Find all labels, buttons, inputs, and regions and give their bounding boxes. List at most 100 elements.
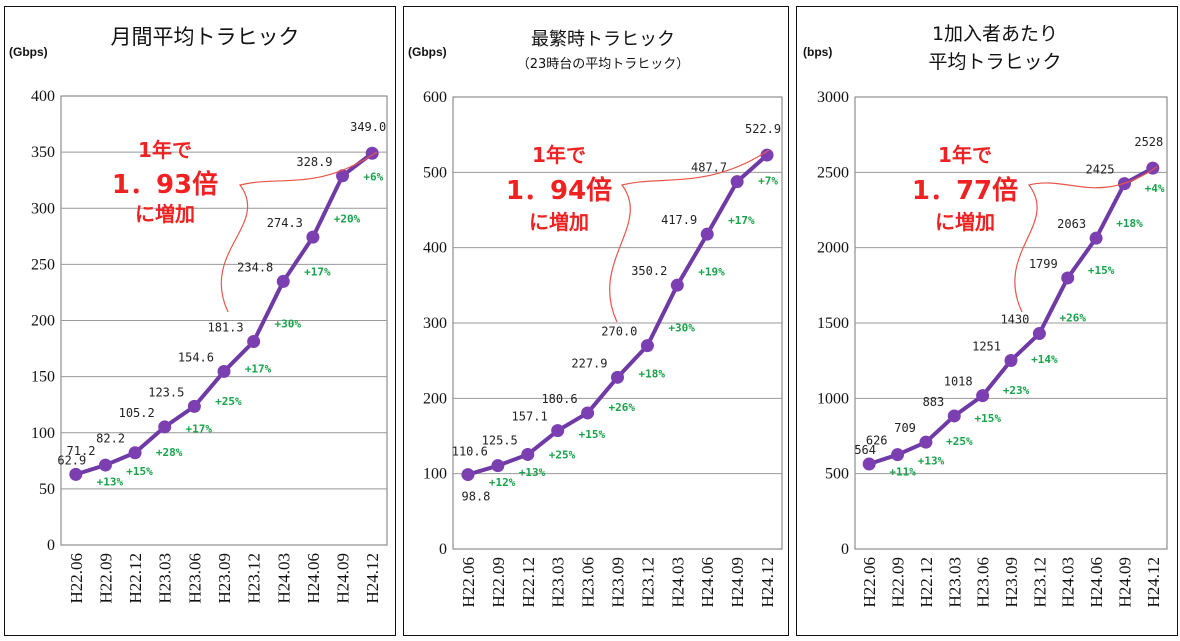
data-label: 349.0 <box>350 120 386 134</box>
growth-label: +15% <box>974 412 1001 425</box>
data-point <box>461 468 475 482</box>
x-tick-label: H24.09 <box>334 553 353 604</box>
growth-annotation: 1年で <box>938 143 992 167</box>
x-tick-label: H22.09 <box>489 557 508 608</box>
x-tick-label: H23.03 <box>945 557 964 608</box>
data-label: 487.7 <box>691 161 727 175</box>
y-tick-label: 0 <box>841 541 849 558</box>
growth-label: +25% <box>215 395 242 408</box>
y-tick-label: 300 <box>423 315 447 332</box>
data-point <box>919 435 933 449</box>
data-point <box>247 334 261 348</box>
growth-label: +14% <box>1031 353 1058 366</box>
growth-label: +25% <box>946 435 973 448</box>
growth-label: +12% <box>489 476 516 489</box>
growth-label: +17% <box>245 362 272 375</box>
data-label: 564 <box>854 443 876 457</box>
y-tick-label: 250 <box>31 256 55 273</box>
x-tick-label: H24.09 <box>1115 557 1134 608</box>
growth-label: +20% <box>334 212 361 225</box>
x-tick-label: H24.12 <box>1144 557 1163 608</box>
growth-annotation: 1年で <box>532 143 586 167</box>
data-point <box>521 447 535 461</box>
data-label: 1799 <box>1029 257 1058 271</box>
data-point <box>730 175 744 189</box>
x-tick-label: H24.06 <box>1087 557 1106 608</box>
y-tick-label: 350 <box>31 144 55 161</box>
growth-label: +18% <box>638 367 665 380</box>
data-label: 270.0 <box>601 325 637 339</box>
x-tick-label: H23.03 <box>549 557 568 608</box>
data-point <box>276 274 290 288</box>
y-tick-label: 500 <box>423 164 447 181</box>
data-label: 1251 <box>972 340 1001 354</box>
data-point <box>491 459 505 473</box>
data-point <box>700 227 714 241</box>
data-point <box>947 409 961 423</box>
x-tick-label: H22.06 <box>860 557 879 608</box>
data-label: 181.3 <box>208 320 244 334</box>
growth-label: +25% <box>549 449 576 462</box>
data-point <box>69 467 83 481</box>
growth-label: +23% <box>1003 384 1030 397</box>
growth-label: +11% <box>889 465 916 478</box>
growth-annotation: 1．77倍 <box>912 175 1018 206</box>
data-label: 350.2 <box>631 264 667 278</box>
data-label: 110.6 <box>452 445 488 459</box>
x-tick-label: H24.03 <box>274 553 293 604</box>
growth-label: +15% <box>1088 264 1115 277</box>
growth-label: +18% <box>1116 217 1143 230</box>
y-tick-label: 400 <box>423 240 447 257</box>
data-label: 154.6 <box>178 350 214 364</box>
data-point <box>306 230 320 244</box>
data-label: 417.9 <box>661 213 697 227</box>
x-tick-label: H22.06 <box>459 557 478 608</box>
data-label: 626 <box>866 434 888 448</box>
data-label: 71.2 <box>67 444 96 458</box>
annotation-bracket <box>220 151 378 313</box>
growth-annotation: 1年で <box>138 138 192 162</box>
series-line <box>75 151 374 477</box>
data-point <box>217 364 231 378</box>
y-tick-label: 1000 <box>817 390 849 407</box>
data-label: 2528 <box>1134 135 1163 149</box>
chart-plot: 0 50 100 150 200 250 300 350 400 H22.06 H22.09 H22.… <box>31 88 388 604</box>
monthly-average-traffic-chart: 月間平均トラヒック (Gbps) 0 50 100 150 200 250 300 350 40… <box>4 6 396 636</box>
x-tick-label: H22.12 <box>519 557 538 608</box>
y-tick-label: 2500 <box>817 164 849 181</box>
y-tick-label: 200 <box>31 313 55 330</box>
y-tick-label: 150 <box>31 369 55 386</box>
y-tick-label: 1500 <box>817 315 849 332</box>
data-label: 883 <box>923 395 945 409</box>
x-tick-label: H23.06 <box>974 557 993 608</box>
data-label: 62.9 <box>57 453 86 467</box>
data-point <box>1061 271 1075 285</box>
data-label: 234.8 <box>237 260 273 274</box>
y-tick-label: 50 <box>39 481 55 498</box>
x-tick-label: H23.12 <box>1030 557 1049 608</box>
x-tick-label: H23.03 <box>156 553 175 604</box>
y-tick-label: 100 <box>31 425 55 442</box>
chart-title: 最繁時トラヒック <box>531 29 675 50</box>
x-tick-label: H24.06 <box>698 557 717 608</box>
y-unit-label: (bps) <box>803 45 833 59</box>
data-point <box>1004 354 1018 368</box>
x-tick-label: H22.12 <box>917 557 936 608</box>
growth-label: +15% <box>126 465 153 478</box>
x-tick-label: H23.09 <box>215 553 234 604</box>
y-tick-label: 300 <box>31 200 55 217</box>
x-tick-label: H24.09 <box>728 557 747 608</box>
data-point <box>862 457 876 471</box>
data-label: 125.5 <box>482 433 518 447</box>
growth-annotation: 1．94倍 <box>506 175 612 206</box>
growth-label: +26% <box>609 401 636 414</box>
data-label: 709 <box>894 421 916 435</box>
y-unit-label: (Gbps) <box>9 45 48 59</box>
per-subscriber-traffic-chart: 1加入者あたり 平均トラヒック (bps) 0 500 1000 1500 2000 25… <box>796 6 1178 636</box>
y-tick-label: 2000 <box>817 240 849 257</box>
growth-label: +28% <box>156 446 183 459</box>
x-tick-label: H24.03 <box>1059 557 1078 608</box>
growth-label: +13% <box>918 454 945 467</box>
data-point <box>640 339 654 353</box>
data-point <box>611 370 624 384</box>
